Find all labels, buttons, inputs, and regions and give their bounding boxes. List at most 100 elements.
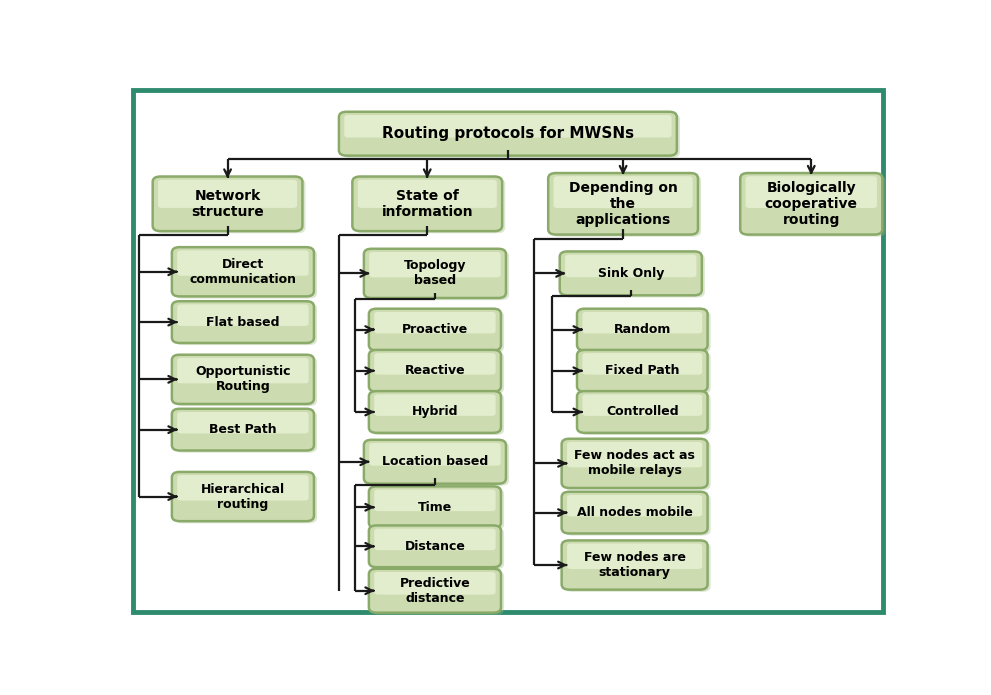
- Text: Hierarchical
routing: Hierarchical routing: [201, 482, 285, 511]
- FancyBboxPatch shape: [153, 177, 302, 231]
- FancyBboxPatch shape: [560, 252, 702, 295]
- FancyBboxPatch shape: [177, 358, 308, 384]
- FancyBboxPatch shape: [580, 352, 711, 394]
- FancyBboxPatch shape: [372, 311, 504, 352]
- Text: Proactive: Proactive: [401, 323, 468, 336]
- FancyBboxPatch shape: [372, 528, 504, 569]
- FancyBboxPatch shape: [370, 443, 500, 466]
- FancyBboxPatch shape: [577, 391, 708, 433]
- Text: Few nodes are
stationary: Few nodes are stationary: [584, 551, 686, 579]
- FancyBboxPatch shape: [369, 569, 501, 613]
- Text: Routing protocols for MWSNs: Routing protocols for MWSNs: [382, 126, 634, 141]
- FancyBboxPatch shape: [375, 572, 496, 595]
- FancyBboxPatch shape: [158, 180, 297, 208]
- FancyBboxPatch shape: [743, 175, 885, 237]
- FancyBboxPatch shape: [567, 442, 703, 467]
- FancyBboxPatch shape: [369, 391, 501, 433]
- FancyBboxPatch shape: [177, 412, 308, 434]
- FancyBboxPatch shape: [175, 411, 317, 452]
- Text: Best Path: Best Path: [209, 423, 276, 436]
- Text: Reactive: Reactive: [404, 364, 465, 377]
- FancyBboxPatch shape: [353, 177, 502, 231]
- FancyBboxPatch shape: [583, 394, 703, 416]
- Text: All nodes mobile: All nodes mobile: [577, 506, 693, 519]
- Text: Predictive
distance: Predictive distance: [399, 577, 471, 605]
- Text: Network
structure: Network structure: [191, 189, 264, 219]
- FancyBboxPatch shape: [133, 90, 883, 612]
- FancyBboxPatch shape: [364, 440, 506, 484]
- FancyBboxPatch shape: [567, 543, 703, 569]
- Text: Location based: Location based: [382, 455, 488, 468]
- FancyBboxPatch shape: [375, 312, 496, 334]
- FancyBboxPatch shape: [562, 439, 708, 488]
- FancyBboxPatch shape: [175, 303, 317, 345]
- FancyBboxPatch shape: [171, 301, 314, 343]
- Text: Sink Only: Sink Only: [598, 267, 664, 280]
- FancyBboxPatch shape: [177, 304, 308, 326]
- FancyBboxPatch shape: [375, 489, 496, 511]
- Text: Few nodes act as
mobile relays: Few nodes act as mobile relays: [574, 450, 695, 477]
- FancyBboxPatch shape: [372, 393, 504, 435]
- Text: Fixed Path: Fixed Path: [606, 364, 680, 377]
- FancyBboxPatch shape: [367, 442, 509, 486]
- Text: Controlled: Controlled: [606, 405, 679, 418]
- FancyBboxPatch shape: [583, 312, 703, 334]
- FancyBboxPatch shape: [175, 250, 317, 299]
- FancyBboxPatch shape: [175, 474, 317, 523]
- Text: Opportunistic
Routing: Opportunistic Routing: [195, 366, 290, 393]
- FancyBboxPatch shape: [171, 247, 314, 296]
- FancyBboxPatch shape: [171, 354, 314, 404]
- Text: Biologically
cooperative
routing: Biologically cooperative routing: [765, 181, 858, 227]
- FancyBboxPatch shape: [369, 486, 501, 528]
- FancyBboxPatch shape: [171, 409, 314, 450]
- FancyBboxPatch shape: [177, 250, 308, 276]
- FancyBboxPatch shape: [372, 571, 504, 615]
- FancyBboxPatch shape: [372, 489, 504, 530]
- FancyBboxPatch shape: [370, 252, 500, 277]
- FancyBboxPatch shape: [344, 115, 672, 138]
- FancyBboxPatch shape: [562, 541, 708, 589]
- FancyBboxPatch shape: [565, 543, 711, 592]
- FancyBboxPatch shape: [583, 353, 703, 375]
- Text: Flat based: Flat based: [206, 316, 279, 329]
- FancyBboxPatch shape: [375, 394, 496, 416]
- FancyBboxPatch shape: [375, 529, 496, 550]
- FancyBboxPatch shape: [577, 350, 708, 392]
- FancyBboxPatch shape: [364, 249, 506, 298]
- FancyBboxPatch shape: [551, 175, 701, 237]
- Text: Time: Time: [418, 500, 452, 514]
- Text: Random: Random: [613, 323, 671, 336]
- Text: Hybrid: Hybrid: [411, 405, 458, 418]
- FancyBboxPatch shape: [369, 350, 501, 392]
- Text: Depending on
the
applications: Depending on the applications: [569, 181, 678, 227]
- FancyBboxPatch shape: [369, 525, 501, 567]
- FancyBboxPatch shape: [745, 177, 877, 208]
- FancyBboxPatch shape: [565, 494, 711, 536]
- FancyBboxPatch shape: [580, 311, 711, 352]
- FancyBboxPatch shape: [565, 254, 697, 277]
- FancyBboxPatch shape: [175, 357, 317, 406]
- Text: Direct
communication: Direct communication: [189, 258, 296, 286]
- FancyBboxPatch shape: [375, 353, 496, 375]
- FancyBboxPatch shape: [342, 114, 680, 158]
- Text: State of
information: State of information: [382, 189, 473, 219]
- FancyBboxPatch shape: [339, 112, 677, 156]
- FancyBboxPatch shape: [548, 173, 698, 235]
- FancyBboxPatch shape: [356, 179, 505, 234]
- FancyBboxPatch shape: [367, 251, 509, 300]
- FancyBboxPatch shape: [562, 492, 708, 534]
- FancyBboxPatch shape: [372, 352, 504, 394]
- FancyBboxPatch shape: [567, 495, 703, 516]
- FancyBboxPatch shape: [554, 177, 693, 208]
- FancyBboxPatch shape: [580, 393, 711, 435]
- FancyBboxPatch shape: [740, 173, 882, 235]
- FancyBboxPatch shape: [369, 309, 501, 350]
- FancyBboxPatch shape: [171, 472, 314, 521]
- FancyBboxPatch shape: [577, 309, 708, 350]
- FancyBboxPatch shape: [565, 441, 711, 490]
- FancyBboxPatch shape: [358, 180, 496, 208]
- Text: Topology
based: Topology based: [403, 259, 466, 287]
- FancyBboxPatch shape: [156, 179, 305, 234]
- FancyBboxPatch shape: [177, 475, 308, 500]
- FancyBboxPatch shape: [563, 254, 705, 297]
